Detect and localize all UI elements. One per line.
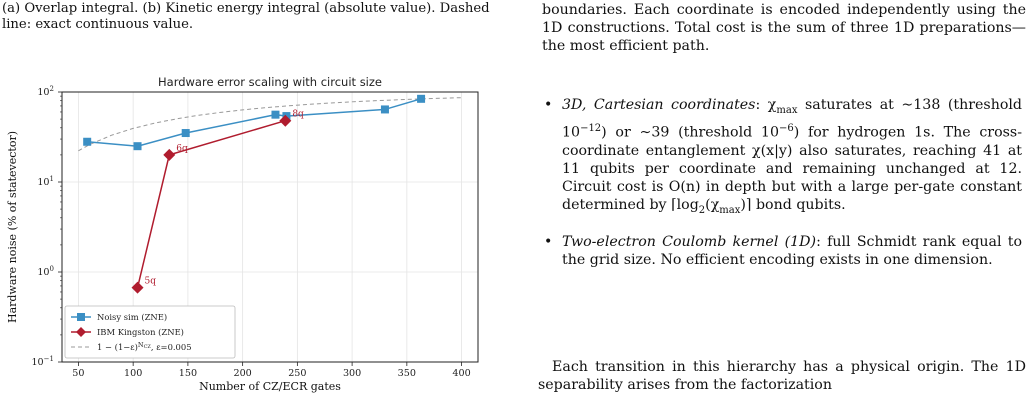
x-tick-label: 200 (233, 368, 251, 379)
bullet-text: )⌉ bond qubits. (740, 196, 846, 213)
x-tick-label: 400 (452, 368, 470, 379)
ibm-kingston-point (131, 281, 144, 294)
noisy-sim-point (181, 129, 190, 138)
bullet-dot: • (544, 97, 553, 113)
y-tick-label: 101 (37, 175, 54, 188)
x-tick-label: 100 (124, 368, 142, 379)
legend-label-part: , ε=0.005 (151, 342, 192, 352)
legend-box (64, 305, 236, 359)
bullet-sup: −6 (778, 122, 794, 134)
figure-caption: (a) Overlap integral. (b) Kinetic energy… (2, 1, 490, 32)
legend-marker-ibm (76, 327, 86, 337)
x-axis-label: Number of CZ/ECR gates (199, 380, 341, 393)
noisy-sim-point (380, 105, 389, 114)
y-tick-exp: −1 (44, 355, 54, 363)
paragraph-top: boundaries. Each coordinate is encoded i… (542, 2, 1026, 54)
noisy-sim-point (417, 94, 426, 103)
noisy-sim-point (83, 137, 92, 146)
bullet-heading: 3D, Cartesian coordinates (562, 97, 756, 113)
ibm-point-label: 5q (145, 277, 157, 287)
x-tick-label: 350 (398, 368, 416, 379)
legend-label-part: CZ (144, 344, 152, 350)
y-tick-base: 10 (37, 87, 49, 98)
noisy-sim-point (133, 142, 142, 151)
bullet-text: : χ (755, 97, 777, 113)
y-axis-label: Hardware noise (% of statevector) (6, 131, 19, 323)
ibm-point-label: 6q (176, 144, 188, 154)
legend-label-ibm: IBM Kingston (ZNE) (97, 327, 184, 337)
bullet-text: : full Schmidt rank equal to the grid si… (562, 234, 1022, 269)
paragraph-bottom: Each transition in this hierarchy has a … (538, 359, 1026, 393)
legend-label-part: 1 − (1−ε) (97, 342, 138, 352)
bullet-text: (χ (705, 196, 720, 213)
legend-label-noisy: Noisy sim (ZNE) (97, 312, 167, 322)
legend-marker-noisy (77, 313, 85, 321)
x-tick-label: 150 (179, 368, 197, 379)
bullet-dot: • (544, 234, 553, 251)
bullet-coulomb-kernel: • Two-electron Coulomb kernel (1D): full… (538, 233, 1022, 269)
y-tick-base: 10 (31, 357, 43, 368)
x-tick-label: 50 (72, 368, 84, 379)
bullet-sub: max (776, 104, 798, 116)
legend-label-model: 1 − (1−ε)NCZ, ε=0.005 (97, 341, 192, 352)
y-tick-label: 10−1 (31, 355, 54, 368)
left-column: (a) Overlap integral. (b) Kinetic energy… (0, 0, 500, 412)
x-tick-label: 300 (343, 368, 361, 379)
ibm-kingston-point (163, 148, 176, 161)
bullet-sub: 2 (698, 204, 706, 216)
y-tick-exp: 0 (50, 265, 54, 273)
y-tick-exp: 2 (50, 85, 54, 93)
bullet-heading: Two-electron Coulomb kernel (1D) (562, 234, 817, 251)
y-tick-label: 102 (37, 85, 54, 98)
y-tick-label: 100 (37, 265, 54, 278)
y-tick-base: 10 (37, 267, 49, 278)
x-tick-label: 250 (288, 368, 306, 379)
ibm-kingston-point (279, 114, 292, 127)
ibm-point-label: 8q (292, 110, 304, 120)
noisy-sim-point (271, 110, 280, 119)
y-tick-exp: 1 (50, 175, 54, 183)
bullet-sup: −12 (580, 122, 602, 134)
noisy-sim-line (87, 98, 422, 147)
hardware-error-figure: 50 100 150 200 250 300 350 400 10−1 100 101 102 Hard… (0, 70, 500, 412)
bullet-text: ) for hydrogen 1s. The cross-coordinate … (562, 124, 1022, 213)
bullet-3d-cartesian: • 3D, Cartesian coordinates: χmax satura… (538, 96, 1022, 219)
ibm-kingston-line (136, 119, 286, 288)
model-curve-line (78, 97, 462, 152)
bullet-text: saturates at ∼138 (threshold 10 (562, 97, 1023, 141)
chart-title: Hardware error scaling with circuit size (158, 75, 382, 89)
right-column: boundaries. Each coordinate is encoded i… (538, 0, 1028, 412)
plot-frame (61, 91, 479, 363)
y-tick-base: 10 (37, 177, 49, 188)
bullet-list: • 3D, Cartesian coordinates: χmax satura… (538, 96, 1028, 283)
bullet-text: ) or ∼39 (threshold 10 (601, 124, 779, 141)
legend-label-part: N (138, 341, 144, 349)
bullet-sub: max (719, 204, 741, 216)
